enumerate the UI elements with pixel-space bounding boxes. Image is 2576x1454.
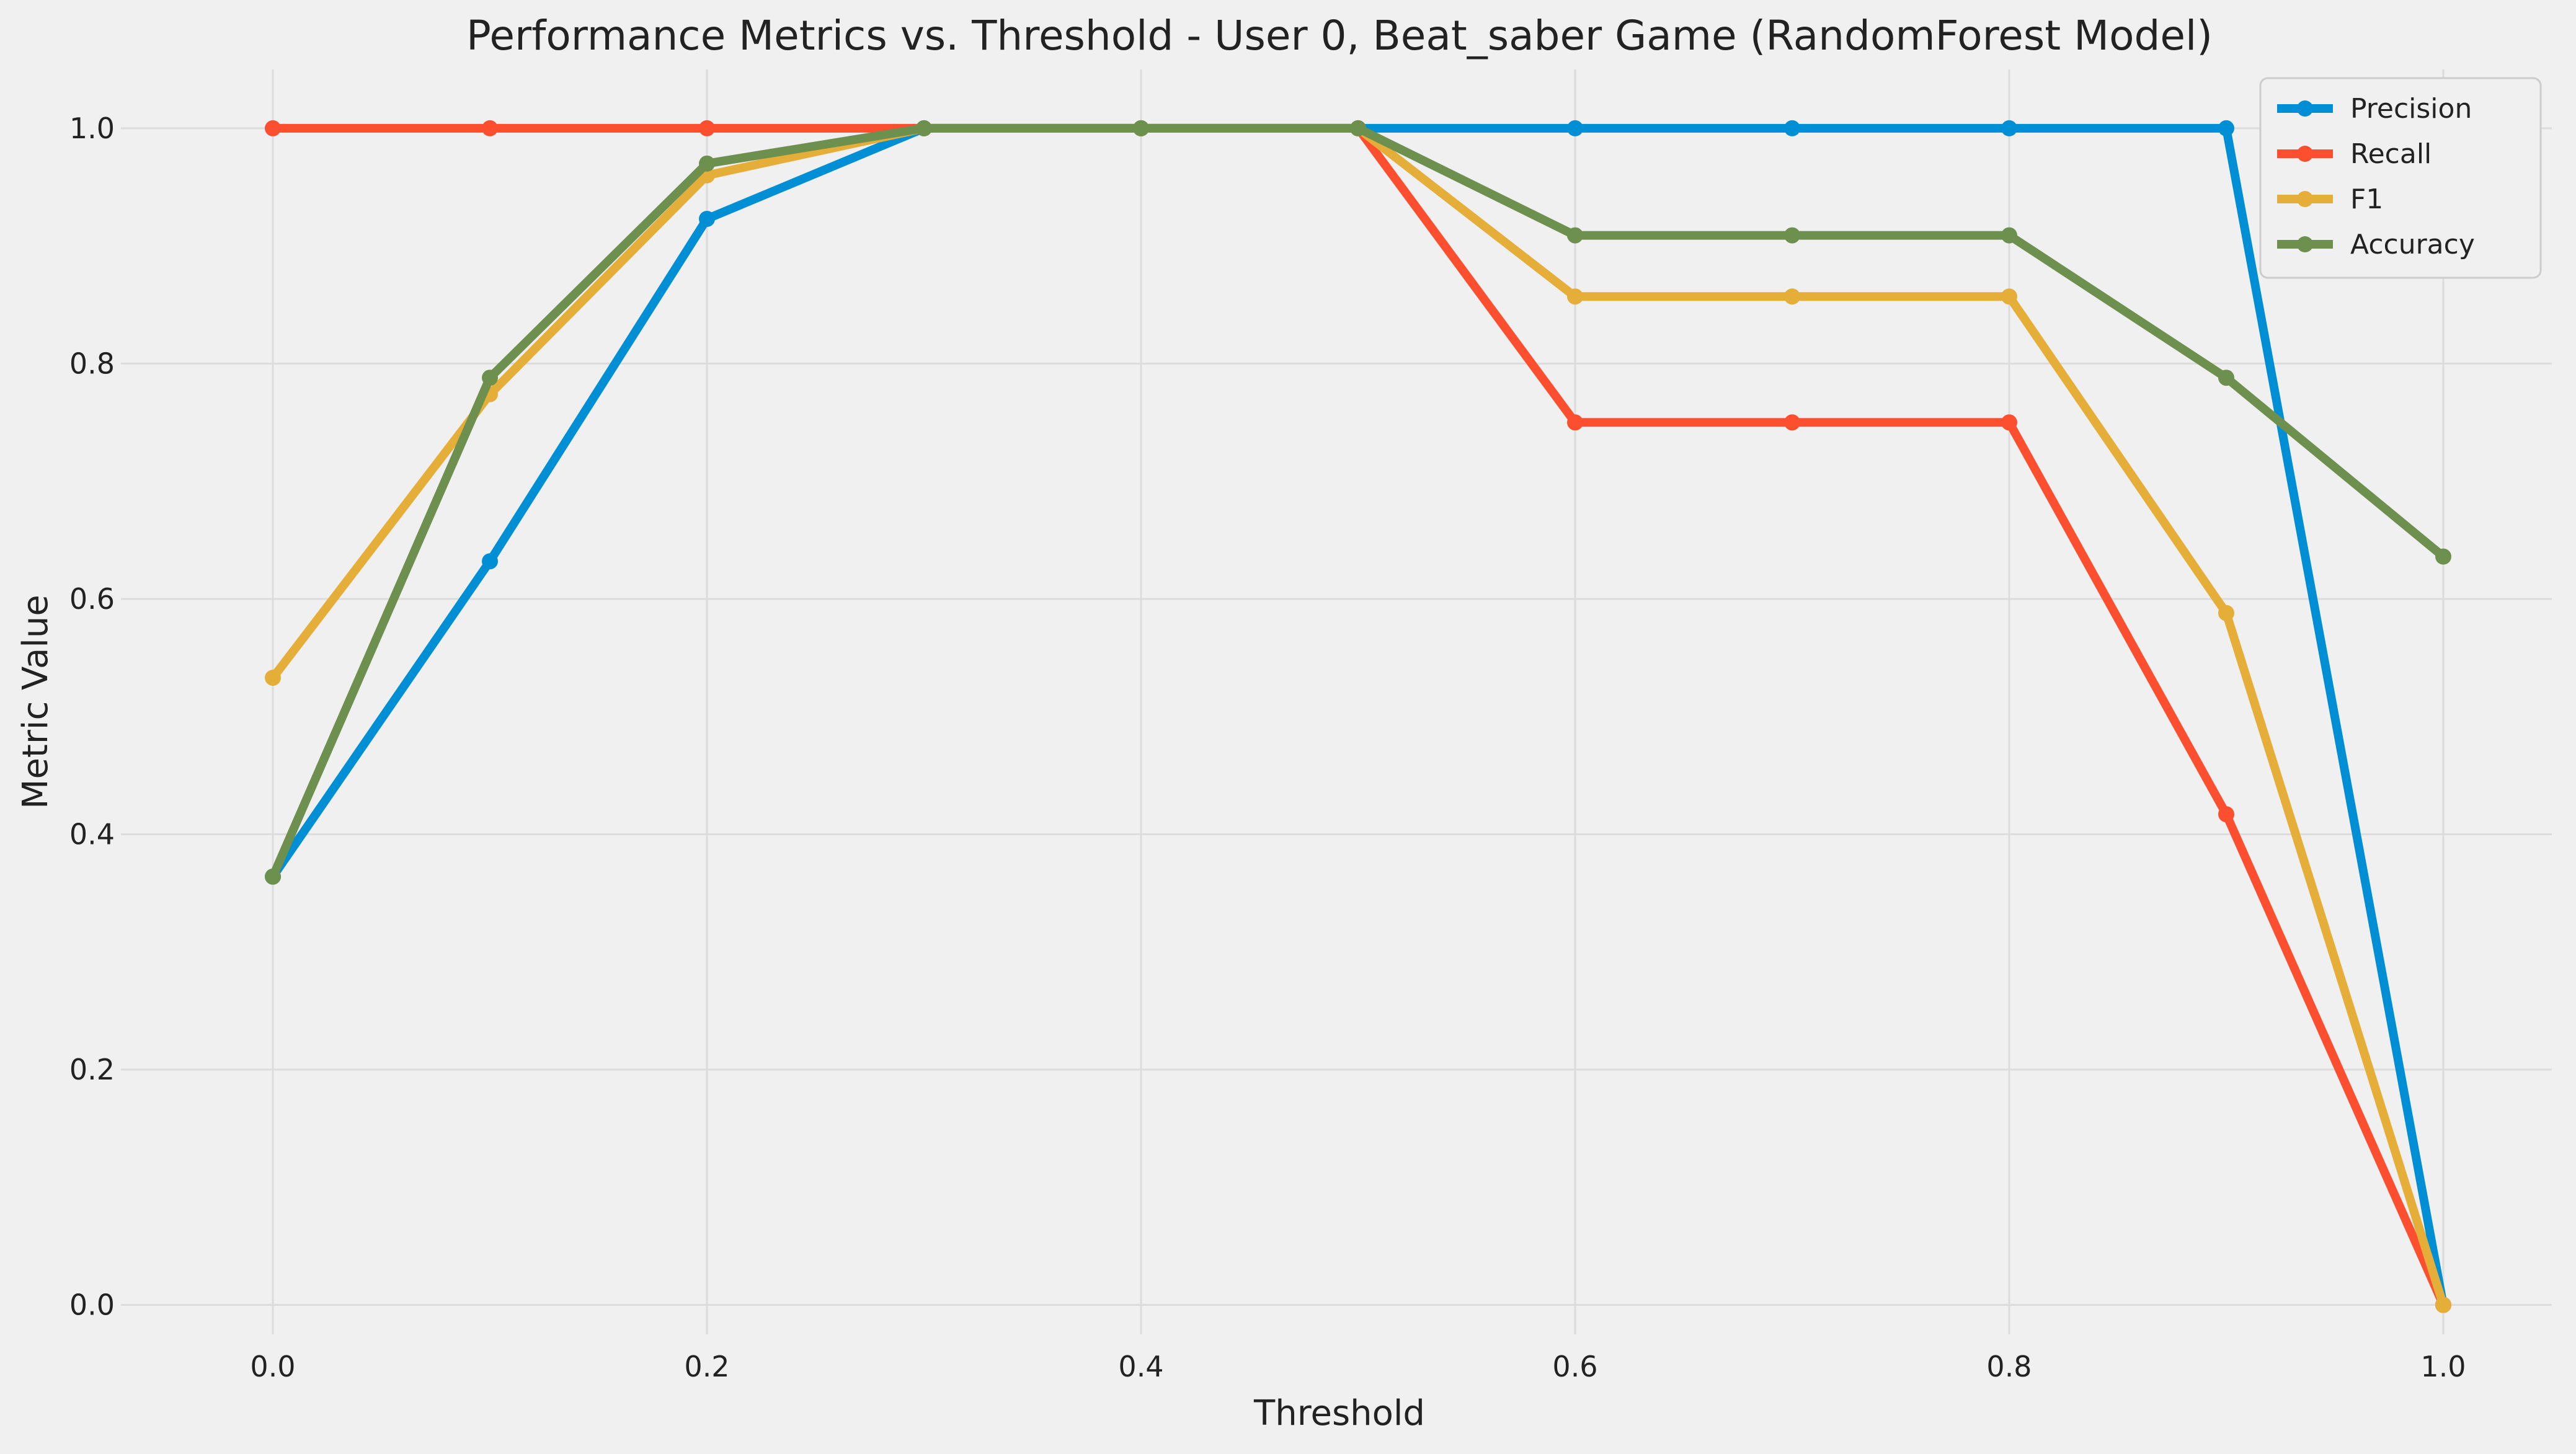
legend-item-accuracy: Accuracy (2277, 229, 2475, 260)
data-point-recall (2218, 806, 2234, 823)
data-point-f1 (265, 670, 281, 686)
data-point-f1 (2435, 1297, 2451, 1313)
x-tick-label: 1.0 (2420, 1350, 2466, 1383)
legend-item-recall: Recall (2277, 138, 2432, 170)
legend-marker (2297, 100, 2313, 117)
legend-item-precision: Precision (2277, 93, 2472, 125)
legend-marker (2297, 236, 2313, 252)
legend-box (2259, 77, 2542, 279)
legend-label: Recall (2350, 138, 2432, 170)
data-point-precision (2218, 120, 2234, 136)
series-accuracy (265, 120, 2451, 885)
y-tick-label: 0.2 (69, 1053, 115, 1086)
data-point-precision (1784, 120, 1800, 136)
chart-title: Performance Metrics vs. Threshold - User… (466, 12, 2213, 60)
data-point-f1 (1784, 288, 1800, 305)
data-point-recall (482, 120, 498, 136)
data-point-accuracy (699, 155, 715, 172)
data-point-accuracy (1133, 120, 1149, 136)
data-point-accuracy (2218, 370, 2234, 386)
x-tick-label: 0.2 (684, 1350, 729, 1383)
x-tick-labels: 0.0 0.2 0.4 0.6 0.8 1.0 (250, 1350, 2466, 1383)
y-tick-label: 0.4 (69, 817, 115, 851)
data-point-accuracy (2001, 227, 2017, 244)
x-tick-label: 0.4 (1118, 1350, 1163, 1383)
data-point-accuracy (1567, 227, 1583, 244)
y-tick-label: 0.8 (69, 347, 115, 380)
legend-label: Accuracy (2350, 229, 2475, 260)
data-point-f1 (2218, 605, 2234, 621)
legend-marker (2297, 191, 2313, 207)
legend-label: Precision (2350, 93, 2472, 125)
data-point-accuracy (2435, 548, 2451, 565)
data-point-recall (2001, 414, 2017, 431)
legend-item-f1: F1 (2277, 184, 2383, 215)
x-tick-label: 0.6 (1552, 1350, 1597, 1383)
x-tick-label: 0.0 (250, 1350, 295, 1383)
data-point-accuracy (265, 868, 281, 885)
data-point-f1 (1567, 288, 1583, 305)
y-axis-label: Metric Value (16, 595, 56, 809)
data-point-recall (699, 120, 715, 136)
plot-area (121, 69, 2552, 1334)
legend-label: F1 (2350, 184, 2383, 215)
data-point-precision (2001, 120, 2017, 136)
data-point-accuracy (482, 370, 498, 386)
x-axis-label: Threshold (1253, 1393, 1425, 1434)
x-tick-label: 0.8 (1986, 1350, 2032, 1383)
data-point-accuracy (916, 120, 932, 136)
legend: Precision Recall F1 Accuracy (2259, 77, 2542, 279)
data-point-f1 (2001, 288, 2017, 305)
y-tick-labels: 0.0 0.2 0.4 0.6 0.8 1.0 (69, 112, 115, 1322)
data-point-recall (1784, 414, 1800, 431)
y-tick-label: 0.6 (69, 582, 115, 616)
data-point-precision (1567, 120, 1583, 136)
data-point-accuracy (1784, 227, 1800, 244)
y-tick-label: 1.0 (69, 112, 115, 145)
y-tick-label: 0.0 (69, 1288, 115, 1322)
series-lines (265, 120, 2451, 1313)
data-point-precision (482, 553, 498, 570)
data-point-precision (699, 211, 715, 228)
legend-marker (2297, 146, 2313, 162)
data-point-recall (265, 120, 281, 136)
data-point-accuracy (1350, 120, 1366, 136)
data-point-recall (1567, 414, 1583, 431)
grid (121, 69, 2552, 1334)
